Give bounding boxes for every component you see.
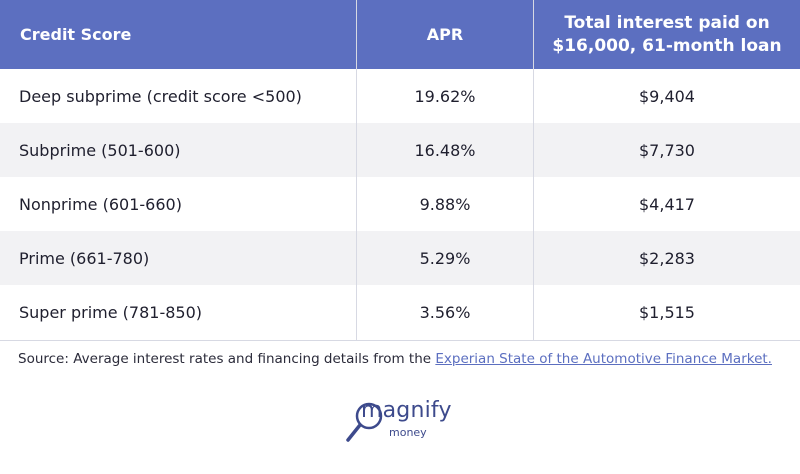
cell-apr: 19.62% xyxy=(414,86,476,106)
cell-credit-score: Deep subprime (credit score <500) xyxy=(19,86,302,106)
cell-total-interest: $4,417 xyxy=(639,194,695,214)
cell-total-interest: $9,404 xyxy=(639,86,695,106)
logo-wordmark: magnify xyxy=(361,398,452,423)
source-note: Source: Average interest rates and finan… xyxy=(18,348,788,371)
header-total-interest-line1: Total interest paid on xyxy=(564,12,770,33)
table-header: Credit Score APR Total interest paid on … xyxy=(0,0,800,69)
cell-total-interest: $1,515 xyxy=(639,302,695,322)
magnify-money-logo: magnify money xyxy=(345,398,465,448)
table-bottom-divider xyxy=(0,340,800,341)
cell-apr: 3.56% xyxy=(419,302,471,322)
header-credit-score: Credit Score xyxy=(20,25,132,44)
cell-total-interest: $7,730 xyxy=(639,140,695,160)
header-total-interest: Total interest paid on $16,000, 61-month… xyxy=(534,0,800,69)
table-row: Prime (661-780) 5.29% $2,283 xyxy=(0,231,800,285)
cell-credit-score: Super prime (781-850) xyxy=(19,302,202,322)
header-total-interest-line2: $16,000, 61-month loan xyxy=(552,35,782,56)
table-row: Super prime (781-850) 3.56% $1,515 xyxy=(0,285,800,339)
source-link[interactable]: Experian State of the Automotive Finance… xyxy=(435,351,772,367)
cell-credit-score: Subprime (501-600) xyxy=(19,140,181,160)
table-row: Subprime (501-600) 16.48% $7,730 xyxy=(0,123,800,177)
cell-apr: 16.48% xyxy=(414,140,476,160)
cell-credit-score: Nonprime (601-660) xyxy=(19,194,182,214)
cell-credit-score: Prime (661-780) xyxy=(19,248,150,268)
logo-subtext: money xyxy=(389,426,427,439)
column-divider xyxy=(533,0,534,340)
magnifying-glass-icon xyxy=(346,402,383,442)
source-prefix: Source: Average interest rates and finan… xyxy=(18,351,436,367)
header-apr: APR xyxy=(426,25,464,44)
cell-apr: 9.88% xyxy=(419,194,471,214)
cell-total-interest: $2,283 xyxy=(639,248,695,268)
table-row: Nonprime (601-660) 9.88% $4,417 xyxy=(0,177,800,231)
table-row: Deep subprime (credit score <500) 19.62%… xyxy=(0,69,800,123)
column-divider xyxy=(356,0,357,340)
cell-apr: 5.29% xyxy=(419,248,471,268)
